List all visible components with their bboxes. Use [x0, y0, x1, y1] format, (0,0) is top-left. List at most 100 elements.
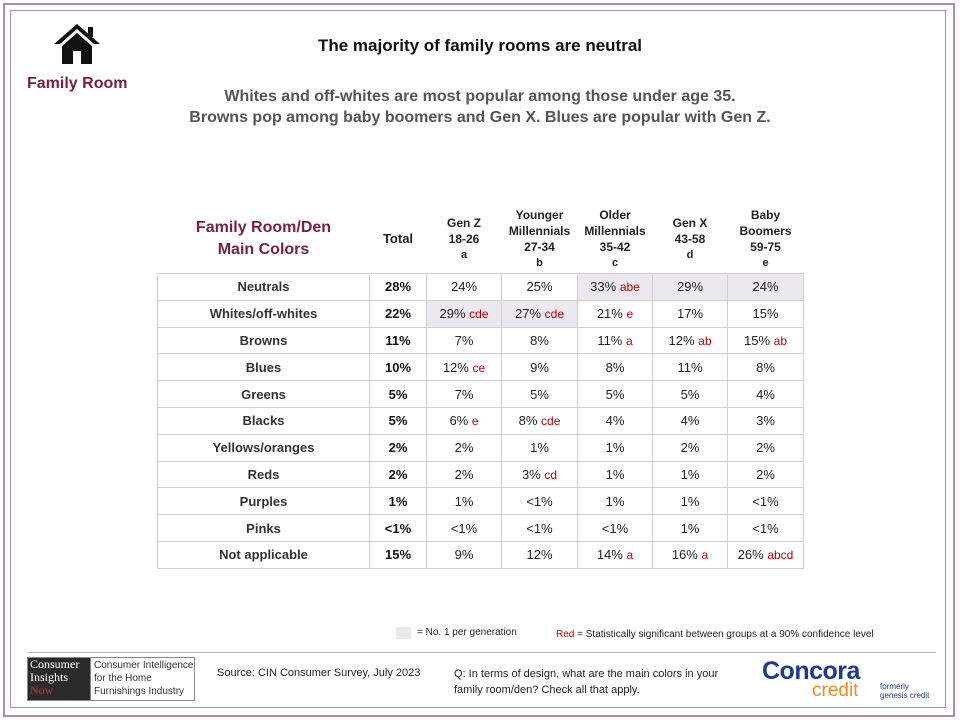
table-row: Greens 5% 7% 5% 5% 5% 4% [157, 380, 804, 408]
cell-value: 8% [605, 359, 625, 375]
column-header-omill: Older Millennials 35-42 c [577, 204, 653, 274]
data-cell: 5% [501, 380, 578, 408]
data-cell: <1% [727, 487, 804, 516]
significance-letters: abcd [767, 548, 794, 563]
column-header-line: Millennials [508, 223, 571, 238]
concora-formerly-line: genesis credit [880, 691, 930, 700]
column-letter: b [536, 256, 543, 269]
data-cell: 2% [727, 433, 804, 462]
data-cell: 1% [577, 433, 653, 462]
legend-significance-text: Red = Statistically significant between … [556, 629, 874, 640]
row-label: Browns [157, 326, 370, 355]
data-cell: 8% [727, 353, 804, 382]
cell-value: 5% [530, 386, 549, 402]
legend-red-text: = Statistically significant between grou… [574, 629, 874, 640]
total-value: 5% [369, 406, 427, 435]
total-value: <1% [369, 514, 427, 542]
data-cell: 7% [426, 326, 502, 355]
data-cell: 2% [426, 460, 502, 489]
total-value: 22% [369, 299, 427, 328]
cell-value: <1% [601, 520, 629, 536]
data-cell: 11% a [577, 326, 653, 355]
data-cell: 6% e [426, 406, 502, 435]
cell-value: 15% [752, 306, 779, 322]
cin-logo-word: Insights [30, 670, 69, 684]
row-label: Greens [157, 380, 370, 408]
significance-letters: ab [773, 333, 787, 348]
data-cell: 3% [727, 406, 804, 435]
cin-tagline: Consumer Intelligence for the Home Furni… [94, 660, 194, 697]
data-cell: 24% [426, 273, 502, 301]
data-cell: 3% cd [501, 460, 578, 489]
page-title: The majority of family rooms are neutral [317, 36, 643, 55]
cell-value: 21% [596, 306, 623, 322]
column-header-line: 27-34 [524, 239, 555, 254]
data-cell: 4% [727, 380, 804, 408]
cin-logo: Consumer Insights Now Consumer Intellige… [27, 657, 195, 701]
question-note: Q: In terms of design, what are the main… [454, 668, 719, 696]
cell-value: 12% [526, 547, 553, 563]
table-row: Not applicable 15% 9% 12% 14% a 16% a 26% abcd [157, 540, 804, 569]
data-cell: 11% [652, 353, 728, 382]
column-header-line: 59-75 [750, 239, 781, 254]
column-header-line: Baby [750, 207, 781, 222]
cell-value: 2% [680, 440, 700, 456]
significance-letters: cde [544, 307, 564, 322]
total-value: 15% [369, 540, 427, 569]
cell-value: 15% [743, 332, 771, 348]
significance-letters: ce [472, 360, 486, 375]
table-row: Yellows/oranges 2% 2% 1% 1% 2% 2% [157, 433, 804, 462]
row-label: Yellows/oranges [157, 433, 370, 462]
column-header-line: Boomers [739, 223, 792, 238]
data-cell: <1% [727, 514, 804, 542]
data-cell: 2% [426, 433, 502, 462]
cell-value: 17% [676, 306, 704, 322]
outer-frame [3, 3, 955, 717]
significance-letters: cde [469, 307, 489, 322]
table-header-row: Family Room/Den Main Colors Total Gen Z 18… [157, 204, 804, 274]
data-cell: 15% [727, 299, 804, 328]
cell-value: 6% [449, 413, 469, 429]
row-label: Not applicable [157, 540, 370, 569]
source-note: Source: CIN Consumer Survey, July 2023 [217, 667, 421, 679]
cell-value: 3% [521, 466, 541, 482]
data-cell: 12% [501, 540, 578, 569]
column-letter: c [611, 256, 619, 269]
cell-value: 2% [756, 440, 775, 456]
cell-value: 4% [680, 413, 700, 429]
significance-letters: cde [541, 414, 561, 429]
data-cell: <1% [501, 487, 578, 516]
data-cell: 24% [727, 273, 804, 301]
cell-value: 26% [737, 547, 764, 563]
cin-logo-word: Now [30, 683, 54, 697]
cell-value: 14% [596, 547, 623, 563]
cell-value: 4% [756, 386, 775, 402]
concora-credit-word: credit [812, 680, 859, 701]
total-value: 1% [369, 487, 427, 516]
concora-formerly-line: formerly [880, 682, 909, 691]
cell-value: 12% [668, 332, 695, 348]
column-header-line: Younger [515, 207, 564, 222]
cell-value: 4% [605, 413, 625, 429]
cell-value: 9% [454, 547, 474, 563]
column-header-boomers: Baby Boomers 59-75 e [727, 204, 804, 274]
cell-value: <1% [752, 493, 779, 509]
column-header-line: Millennials [584, 223, 646, 238]
cell-value: <1% [526, 493, 553, 509]
cell-value: 9% [530, 359, 549, 375]
cell-value: 1% [680, 493, 700, 509]
data-cell: 14% a [577, 540, 653, 569]
cell-value: 8% [530, 332, 549, 348]
cell-value: 1% [680, 520, 700, 536]
significance-letters: abe [619, 280, 640, 295]
data-cell: 25% [501, 273, 578, 301]
column-header-line: Older [599, 207, 631, 222]
cell-value: 1% [530, 440, 549, 456]
total-value: 10% [369, 353, 427, 382]
data-cell: 27% cde [501, 299, 578, 328]
cell-value: <1% [526, 520, 553, 536]
row-label: Neutrals [157, 273, 370, 301]
column-header-line: 18-26 [448, 231, 480, 246]
cell-value: 1% [605, 466, 625, 482]
